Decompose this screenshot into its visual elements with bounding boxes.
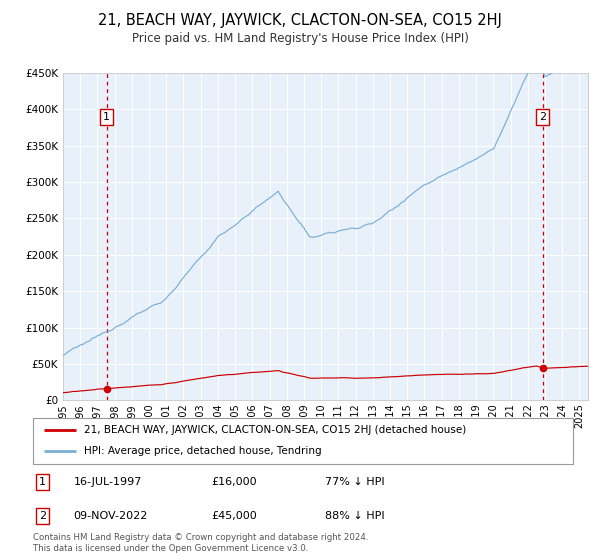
Text: 2: 2 — [39, 511, 46, 521]
Text: 16-JUL-1997: 16-JUL-1997 — [74, 477, 142, 487]
Text: 21, BEACH WAY, JAYWICK, CLACTON-ON-SEA, CO15 2HJ: 21, BEACH WAY, JAYWICK, CLACTON-ON-SEA, … — [98, 13, 502, 28]
Text: £16,000: £16,000 — [211, 477, 257, 487]
Text: 2: 2 — [539, 112, 546, 122]
Text: HPI: Average price, detached house, Tendring: HPI: Average price, detached house, Tend… — [84, 446, 322, 456]
Text: 21, BEACH WAY, JAYWICK, CLACTON-ON-SEA, CO15 2HJ (detached house): 21, BEACH WAY, JAYWICK, CLACTON-ON-SEA, … — [84, 425, 467, 435]
Text: Price paid vs. HM Land Registry's House Price Index (HPI): Price paid vs. HM Land Registry's House … — [131, 32, 469, 45]
Text: £45,000: £45,000 — [211, 511, 257, 521]
FancyBboxPatch shape — [33, 418, 573, 464]
Text: 09-NOV-2022: 09-NOV-2022 — [74, 511, 148, 521]
Text: 1: 1 — [103, 112, 110, 122]
Text: 1: 1 — [39, 477, 46, 487]
Text: 77% ↓ HPI: 77% ↓ HPI — [325, 477, 384, 487]
Text: 88% ↓ HPI: 88% ↓ HPI — [325, 511, 384, 521]
Text: Contains HM Land Registry data © Crown copyright and database right 2024.
This d: Contains HM Land Registry data © Crown c… — [33, 533, 368, 553]
